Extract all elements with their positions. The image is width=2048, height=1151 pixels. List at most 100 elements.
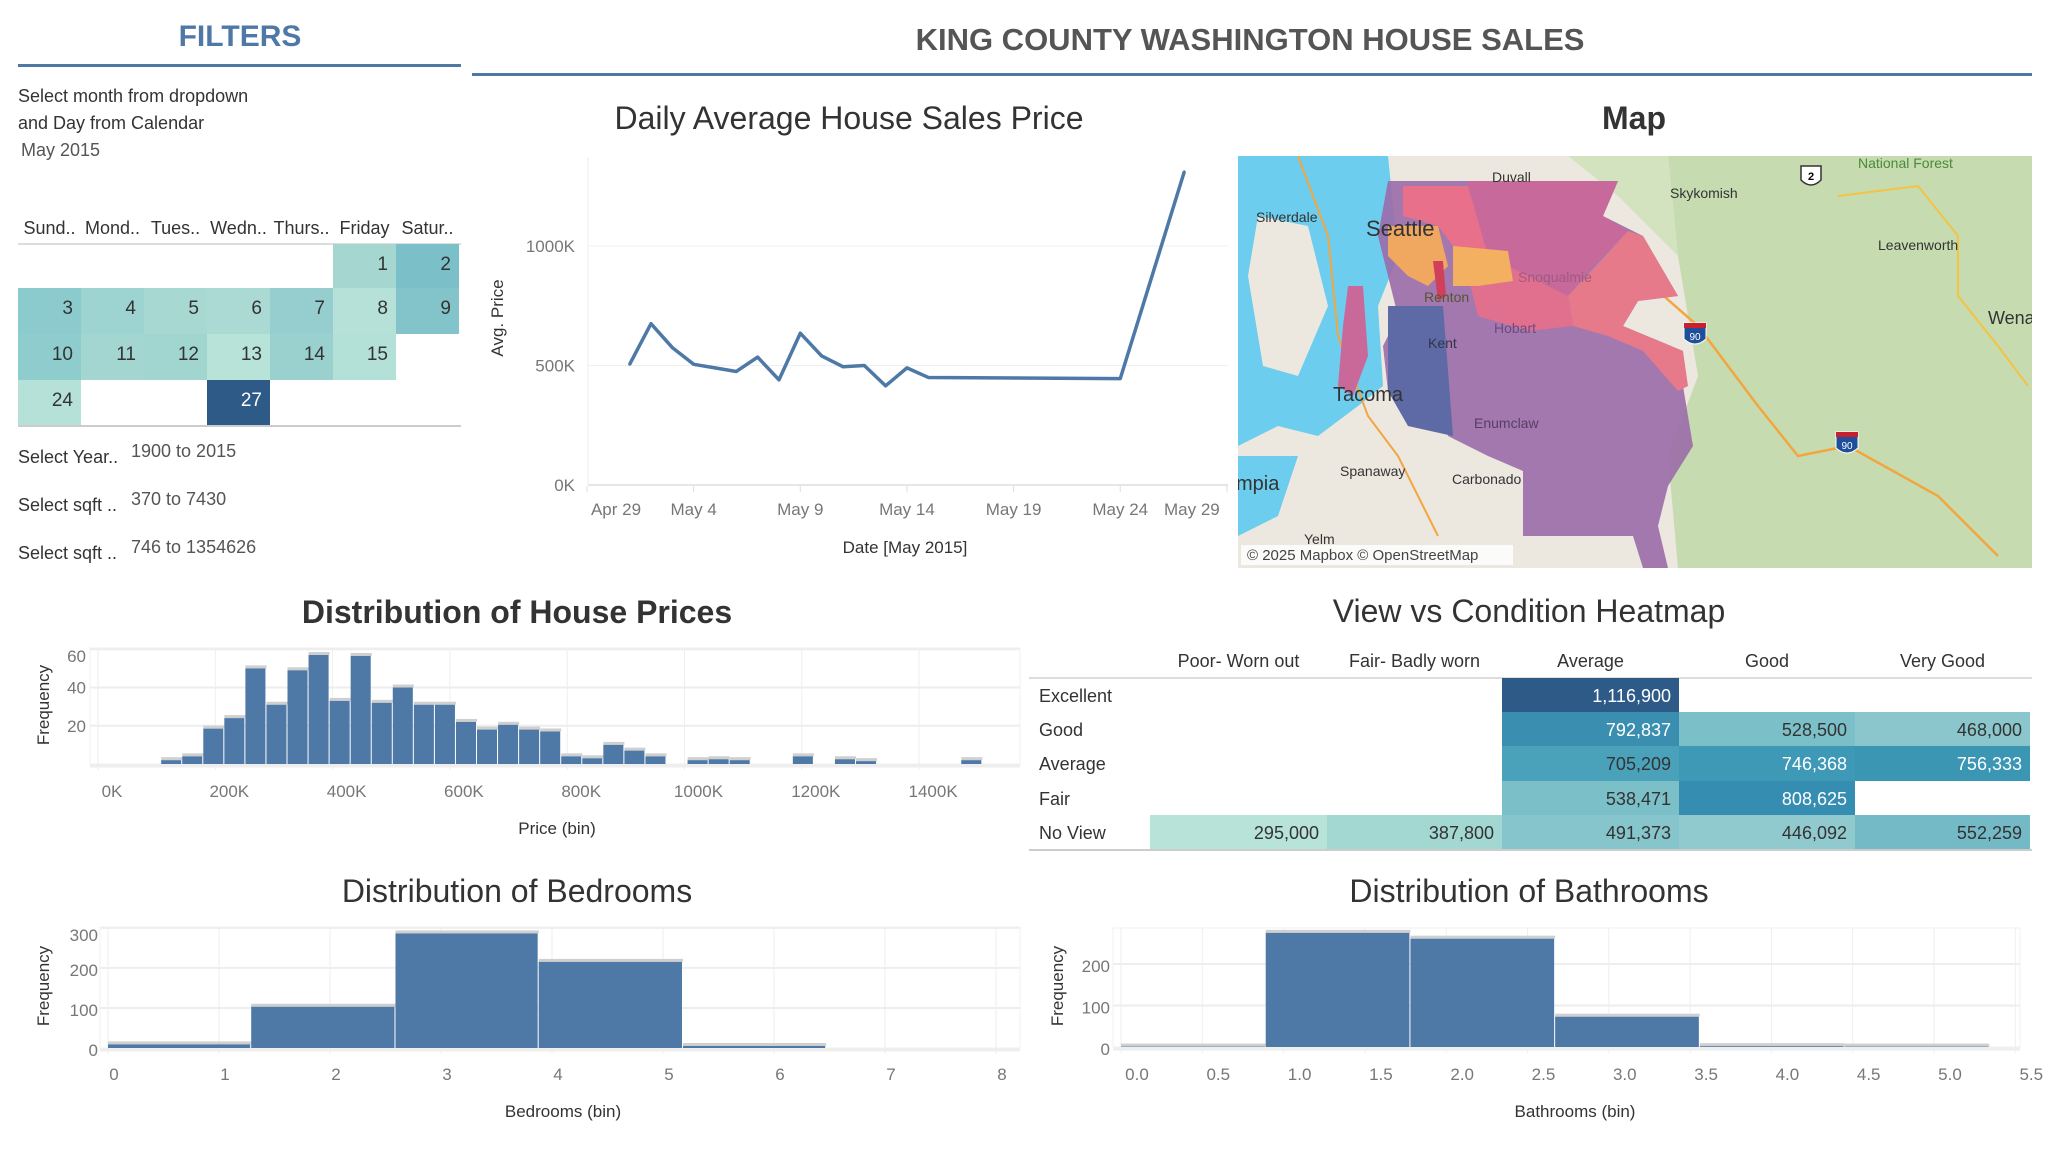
histogram-bar[interactable]	[624, 750, 645, 764]
histogram-bar[interactable]	[251, 1006, 395, 1048]
histogram-bar[interactable]	[540, 731, 561, 764]
heatmap-cell[interactable]: 295,000	[1150, 815, 1327, 849]
histogram-bar[interactable]	[434, 704, 455, 764]
histogram-bar[interactable]	[645, 756, 666, 764]
histogram-bar[interactable]	[1410, 938, 1555, 1047]
histogram-bar[interactable]	[350, 655, 371, 764]
histogram-bar[interactable]	[582, 758, 603, 764]
histogram-bar[interactable]	[1555, 1016, 1699, 1047]
histogram-bar[interactable]	[855, 761, 877, 764]
avg-price-point[interactable]	[905, 366, 909, 370]
calendar-day[interactable]: 4	[81, 288, 144, 334]
histogram-bar[interactable]	[455, 721, 476, 764]
heatmap-cell[interactable]: 491,373	[1502, 815, 1679, 849]
year-filter-range[interactable]: 1900 to 2015	[131, 441, 237, 461]
histogram-bar[interactable]	[687, 760, 708, 764]
heatmap-cell[interactable]: 538,471	[1502, 781, 1679, 815]
sqft-living-filter-range[interactable]: 370 to 7430	[131, 489, 227, 509]
histogram-bar[interactable]	[308, 655, 329, 764]
heatmap-cell[interactable]: 756,333	[1855, 746, 2030, 781]
avg-price-point[interactable]	[628, 362, 632, 366]
heatmap-cell[interactable]: 746,368	[1679, 746, 1855, 781]
avg-price-point[interactable]	[926, 375, 930, 379]
map-canvas[interactable]: Duvall Silverdale Seattle Skykomish Nati…	[1238, 156, 2032, 568]
heatmap-cell[interactable]: 387,800	[1327, 815, 1502, 849]
histogram-bar[interactable]	[792, 756, 813, 764]
histogram-bar[interactable]	[708, 759, 729, 764]
histogram-bar[interactable]	[161, 760, 182, 764]
histogram-bar[interactable]	[834, 759, 855, 764]
heatmap-cell[interactable]: 792,837	[1502, 712, 1679, 746]
histogram-bar[interactable]	[413, 704, 434, 764]
avg-price-point[interactable]	[841, 365, 845, 369]
county-region-east[interactable]	[1568, 231, 1688, 391]
calendar-day[interactable]: 2	[396, 244, 459, 288]
histogram-bar[interactable]	[498, 724, 519, 764]
avg-price-point[interactable]	[756, 355, 760, 359]
histogram-bar[interactable]	[392, 687, 413, 764]
heatmap-cell[interactable]: 808,625	[1679, 781, 1855, 815]
calendar-day[interactable]: 6	[207, 288, 270, 334]
histogram-bar[interactable]	[1699, 1046, 1844, 1047]
calendar-day[interactable]: 9	[396, 288, 459, 334]
county-region-bellevue[interactable]	[1453, 246, 1513, 286]
heatmap-cell[interactable]: 1,116,900	[1502, 678, 1679, 712]
calendar-day[interactable]: 12	[144, 334, 207, 380]
calendar-day[interactable]: 3	[18, 288, 81, 334]
county-region-seattle-north[interactable]	[1403, 186, 1488, 256]
histogram-bar[interactable]	[1265, 932, 1410, 1047]
map-view[interactable]: Duvall Silverdale Seattle Skykomish Nati…	[1238, 156, 2032, 568]
avg-price-point[interactable]	[862, 364, 866, 367]
avg-price-point[interactable]	[1182, 170, 1186, 174]
avg-price-point[interactable]	[798, 331, 802, 335]
histogram-bar[interactable]	[224, 718, 245, 764]
avg-price-point[interactable]	[692, 362, 696, 366]
county-region-vashon[interactable]	[1338, 286, 1368, 396]
county-region-mercer[interactable]	[1433, 261, 1446, 301]
calendar-day[interactable]: 15	[333, 334, 396, 380]
avg-price-point[interactable]	[649, 322, 653, 326]
heatmap-cell[interactable]: 705,209	[1502, 746, 1679, 781]
heatmap-cell[interactable]: 446,092	[1679, 815, 1855, 849]
calendar-day[interactable]: 7	[270, 288, 333, 334]
calendar-day[interactable]: 14	[270, 334, 333, 380]
avg-price-point[interactable]	[777, 378, 781, 382]
heatmap-cell[interactable]: 552,259	[1855, 815, 2030, 849]
histogram-bar[interactable]	[682, 1045, 826, 1048]
avg-price-point[interactable]	[1118, 377, 1122, 381]
histogram-bar[interactable]	[287, 670, 308, 764]
histogram-bar[interactable]	[476, 729, 498, 764]
histogram-bar[interactable]	[329, 700, 350, 764]
map-attribution[interactable]: © 2025 Mapbox © OpenStreetMap	[1247, 547, 1478, 564]
histogram-bar[interactable]	[108, 1044, 251, 1048]
calendar-day[interactable]: 8	[333, 288, 396, 334]
calendar-day[interactable]: 5	[144, 288, 207, 334]
county-region-southwest[interactable]	[1388, 306, 1453, 436]
avg-price-point[interactable]	[670, 346, 674, 350]
histogram-bar[interactable]	[371, 702, 392, 764]
month-dropdown[interactable]: May 2015	[21, 140, 101, 160]
histogram-bar[interactable]	[395, 933, 538, 1048]
calendar-day[interactable]: 27	[207, 380, 270, 426]
histogram-bar[interactable]	[961, 760, 982, 764]
histogram-bar[interactable]	[603, 744, 624, 764]
county-region-seattle[interactable]	[1388, 226, 1448, 286]
histogram-bar[interactable]	[245, 668, 266, 764]
avg-price-point[interactable]	[734, 369, 738, 373]
sqft-lot-filter-range[interactable]: 746 to 1354626	[131, 537, 257, 557]
avg-price-point[interactable]	[820, 354, 824, 358]
calendar-day[interactable]: 13	[207, 334, 270, 380]
calendar-day[interactable]: 24	[18, 380, 81, 426]
county-region-northeast[interactable]	[1468, 181, 1628, 296]
calendar-day[interactable]: 1	[333, 244, 396, 288]
heatmap-cell[interactable]: 468,000	[1855, 712, 2030, 746]
histogram-bar[interactable]	[182, 756, 203, 764]
histogram-bar[interactable]	[538, 961, 682, 1048]
histogram-bar[interactable]	[266, 704, 287, 764]
avg-price-point[interactable]	[884, 384, 888, 388]
histogram-bar[interactable]	[561, 756, 582, 764]
heatmap-cell[interactable]: 528,500	[1679, 712, 1855, 746]
calendar-day[interactable]: 11	[81, 334, 144, 380]
calendar-day[interactable]: 10	[18, 334, 81, 380]
histogram-bar[interactable]	[203, 728, 224, 764]
